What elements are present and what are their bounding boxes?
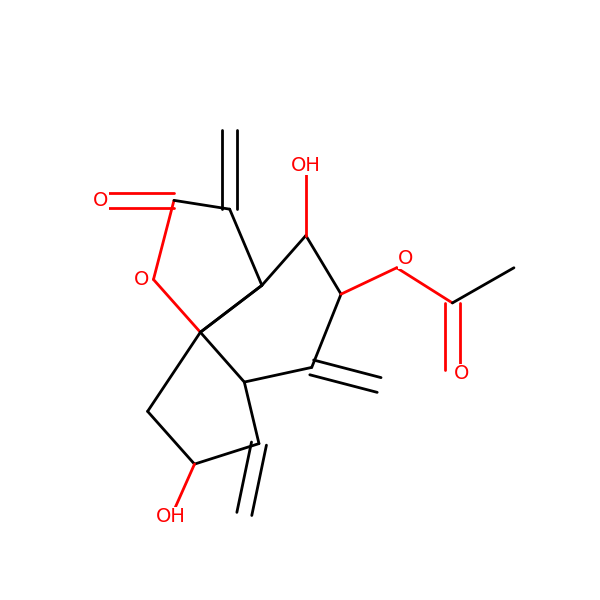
Text: O: O [93,191,109,210]
Text: O: O [134,270,149,289]
Text: O: O [398,250,413,268]
Text: OH: OH [291,155,321,175]
Text: OH: OH [156,508,186,526]
Text: O: O [454,364,469,383]
